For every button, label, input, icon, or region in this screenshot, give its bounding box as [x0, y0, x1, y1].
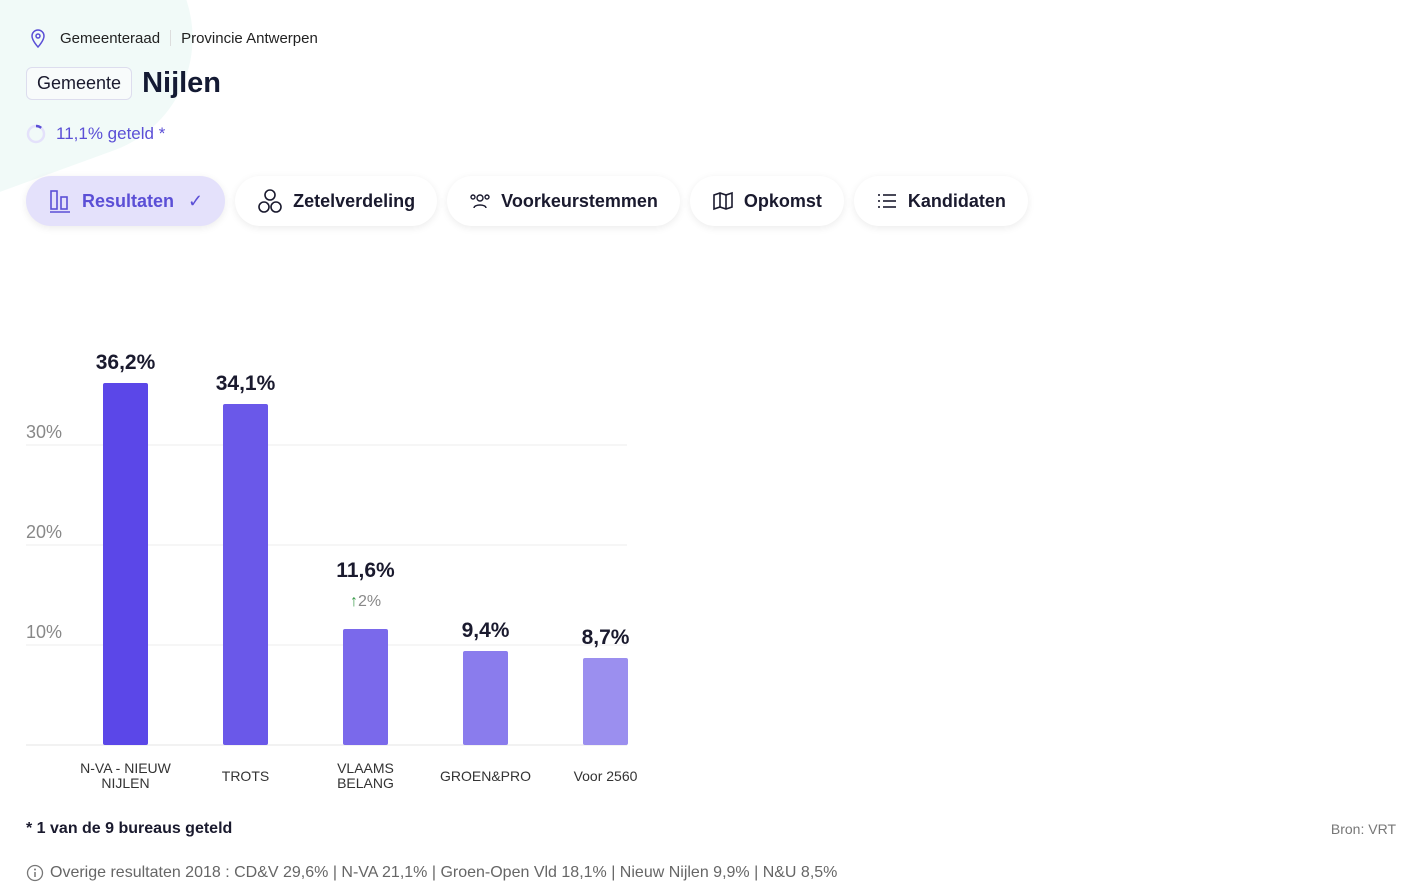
map-icon: [713, 191, 733, 211]
x-tick-label: TROTS: [222, 768, 269, 784]
tab-zetelverdeling[interactable]: Zetelverdeling: [235, 176, 438, 226]
page-title: Nijlen: [142, 67, 222, 99]
x-tick-label: Voor 2560: [574, 768, 638, 784]
tab-label: Kandidaten: [907, 190, 1006, 211]
data-label: 34,1%: [216, 372, 276, 395]
change-value: 2%: [358, 593, 381, 610]
tab-kandidaten[interactable]: Kandidaten: [853, 176, 1028, 226]
bar: [223, 404, 268, 745]
circles-icon: [258, 189, 282, 213]
tab-opkomst[interactable]: Opkomst: [689, 176, 844, 226]
tab-label: Zetelverdeling: [293, 190, 416, 211]
breadcrumb-item[interactable]: Gemeenteraad: [60, 29, 161, 47]
other-results-text: Overige resultaten 2018 : CD&V 29,6% | N…: [50, 864, 838, 881]
breadcrumb: Gemeenteraad Provincie Antwerpen: [30, 28, 318, 48]
source-label: Bron: VRT: [1330, 821, 1396, 837]
bar: [463, 651, 508, 745]
tab-voorkeurstemmen[interactable]: Voorkeurstemmen: [447, 176, 680, 226]
count-footnote: * 1 van de 9 bureaus geteld: [26, 820, 233, 837]
data-label: 8,7%: [582, 626, 630, 649]
breadcrumb-item[interactable]: Provincie Antwerpen: [181, 29, 318, 47]
tab-resultaten[interactable]: Resultaten ✓: [26, 176, 226, 226]
location-pin-icon: [31, 29, 45, 48]
tab-label: Voorkeurstemmen: [501, 190, 658, 211]
x-tick-label: VLAAMS: [337, 760, 394, 776]
counted-label: 11,1% geteld *: [56, 124, 166, 143]
bar: [103, 383, 148, 745]
y-tick-label: 20%: [26, 522, 62, 542]
bar-chart-icon: [50, 190, 70, 213]
data-label: 36,2%: [96, 351, 156, 374]
y-tick-label: 10%: [26, 622, 62, 642]
tab-bar: Resultaten ✓ Zetelverdeling Voorkeurstem…: [26, 176, 1028, 226]
change-label: ↑2%: [350, 593, 381, 610]
x-tick-label: GROEN&PRO: [440, 768, 531, 784]
x-tick-label: NIJLEN: [101, 775, 149, 791]
check-icon: ✓: [188, 190, 204, 211]
other-results: Overige resultaten 2018 : CD&V 29,6% | N…: [26, 864, 837, 882]
info-icon: [26, 864, 44, 882]
y-tick-label: 30%: [26, 422, 62, 442]
bar: [583, 658, 628, 745]
tab-label: Resultaten: [82, 190, 175, 211]
data-label: 11,6%: [336, 559, 395, 582]
list-icon: [877, 194, 896, 208]
type-badge: Gemeente: [26, 67, 133, 100]
people-icon: [470, 194, 490, 209]
progress-ring-icon: [26, 124, 46, 144]
divider: [170, 30, 172, 46]
arrow-up-icon: ↑: [350, 593, 358, 610]
count-progress: 11,1% geteld *: [26, 124, 165, 144]
x-tick-label: N-VA - NIEUW: [80, 760, 172, 776]
bar: [343, 629, 388, 745]
x-tick-label: BELANG: [337, 775, 394, 791]
data-label: 9,4%: [462, 619, 510, 642]
tab-label: Opkomst: [743, 190, 822, 211]
